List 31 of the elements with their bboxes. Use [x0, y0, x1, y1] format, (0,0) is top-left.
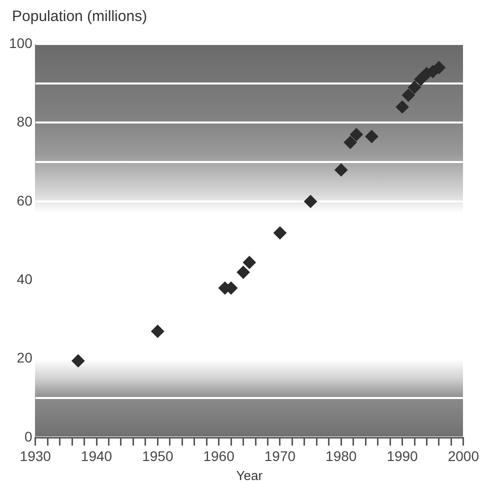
point: [344, 136, 357, 149]
point: [432, 61, 446, 74]
y-tick-label: 80: [16, 114, 33, 130]
point: [242, 256, 256, 269]
y-axis-title: Population (millions): [12, 8, 148, 25]
y-tick-label: 40: [16, 271, 33, 288]
point: [365, 130, 378, 143]
point: [151, 324, 164, 338]
point: [408, 80, 422, 94]
x-tick-label: 2000: [448, 448, 480, 464]
point: [350, 128, 363, 142]
x-tick-label: 1950: [142, 448, 174, 464]
y-tick-label: 20: [16, 350, 33, 366]
x-axis-title: Year: [236, 468, 264, 483]
point: [72, 354, 85, 368]
x-tick-label: 1990: [386, 448, 418, 464]
x-tick-label: 1940: [80, 448, 112, 464]
x-tick-label: 1930: [20, 448, 52, 464]
point: [304, 194, 318, 208]
x-tick-label: 1980: [326, 448, 357, 464]
point: [414, 72, 428, 86]
y-tick-label: 60: [16, 192, 33, 208]
y-tick-label: 100: [9, 34, 33, 51]
x-tick-label: 1960: [203, 448, 235, 464]
point: [396, 100, 409, 114]
x-tick-label: 1970: [264, 448, 296, 464]
point: [273, 226, 286, 240]
point: [236, 266, 250, 279]
point: [334, 163, 348, 176]
point: [402, 88, 415, 102]
y-tick-label: 0: [24, 428, 33, 444]
